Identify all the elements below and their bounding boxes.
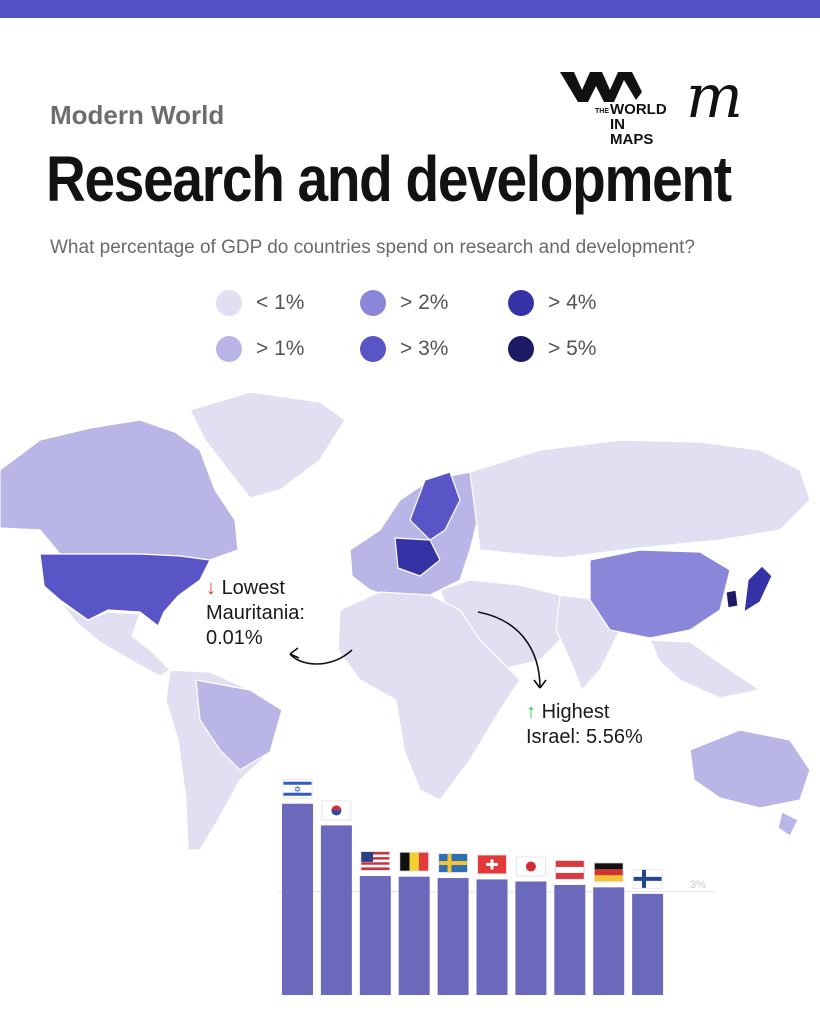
switzerland-flag-icon [477, 854, 507, 875]
greenland-shape [189, 391, 346, 499]
legend-label: > 5% [548, 337, 597, 360]
series-kicker: Modern World [50, 100, 225, 130]
highest-arrow-curve [477, 611, 541, 689]
legend-swatch [508, 336, 534, 362]
up-arrow-icon: ↑ [526, 701, 536, 723]
sweden-flag-icon [438, 853, 469, 874]
legend-swatch [360, 336, 386, 362]
africa-shape [337, 591, 521, 801]
bar-sweden [437, 878, 469, 995]
legend-item-gt4: > 4% [508, 290, 596, 316]
bar-switzerland [476, 879, 508, 995]
highest-title: Highest [541, 701, 610, 723]
world-map [0, 391, 811, 851]
legend-label: < 1% [256, 291, 305, 314]
austria-flag-icon [554, 859, 585, 880]
bar-israel [282, 803, 313, 995]
logo-wordmark: THE WORLD IN MAPS [595, 101, 667, 148]
script-m-logo: m [686, 62, 743, 132]
central-europe-shape [394, 537, 441, 577]
lowest-arrow-curve [289, 649, 353, 665]
finland-flag-icon [632, 868, 663, 889]
page-title: Research and development [46, 143, 732, 215]
legend-item-lt1: < 1% [216, 290, 304, 316]
legend-label: > 1% [256, 337, 305, 360]
chart-question: What percentage of GDP do countries spen… [50, 237, 695, 258]
israel-flag-icon: ✡ [282, 778, 313, 799]
lowest-country: Mauritania: [206, 602, 305, 624]
south-korea-flag-icon [321, 800, 352, 821]
southeast-asia-shape [649, 639, 761, 699]
bar-japan [515, 881, 547, 995]
legend-label: > 3% [400, 337, 449, 360]
japan-shape [743, 565, 773, 613]
bar-austria [554, 884, 586, 995]
legend-item-gt2: > 2% [360, 290, 448, 316]
belgium-flag-icon [399, 851, 430, 872]
reference-line-label: 3% [690, 879, 706, 891]
top-accent-bar [0, 0, 820, 18]
legend-label: > 2% [400, 291, 449, 314]
legend-swatch [360, 290, 386, 316]
highest-arrowhead-icon [533, 679, 547, 689]
bar-finland [632, 893, 664, 995]
bar-germany [593, 887, 625, 995]
lowest-annotation: ↓ Lowest Mauritania: 0.01% [206, 576, 305, 651]
legend-item-gt5: > 5% [508, 336, 596, 362]
legend-swatch [216, 336, 242, 362]
legend-item-gt3: > 3% [360, 336, 448, 362]
korea-shape [725, 589, 739, 609]
lowest-pct: 0.01% [206, 627, 263, 649]
legend-item-gt1: > 1% [216, 336, 304, 362]
usa-shape [39, 553, 211, 627]
bar-south-korea [320, 825, 352, 995]
down-arrow-icon: ↓ [206, 577, 216, 599]
bar-belgium [398, 876, 430, 995]
mexico-shape [59, 601, 171, 677]
highest-annotation: ↑ Highest Israel: 5.56% [526, 700, 643, 750]
germany-flag-icon [593, 862, 624, 883]
world-in-maps-logo: THE WORLD IN MAPS [560, 70, 667, 147]
lowest-arrowhead-icon [289, 647, 300, 659]
china-shape [589, 549, 731, 639]
legend-swatch [508, 290, 534, 316]
japan-flag-icon [515, 856, 546, 877]
highest-value: Israel: 5.56% [526, 726, 643, 748]
brazil-shape [195, 679, 283, 771]
wm-logo-mark-icon [560, 72, 642, 102]
australia-shape [689, 729, 811, 809]
bar-usa [359, 875, 391, 995]
russia-shape [469, 439, 811, 559]
new-zealand-shape [777, 811, 799, 837]
lowest-title: Lowest [221, 577, 285, 599]
legend-swatch [216, 290, 242, 316]
legend-label: > 4% [548, 291, 597, 314]
canada-shape [0, 419, 239, 561]
svg-text:✡: ✡ [294, 786, 302, 796]
usa-flag-icon [360, 850, 391, 871]
